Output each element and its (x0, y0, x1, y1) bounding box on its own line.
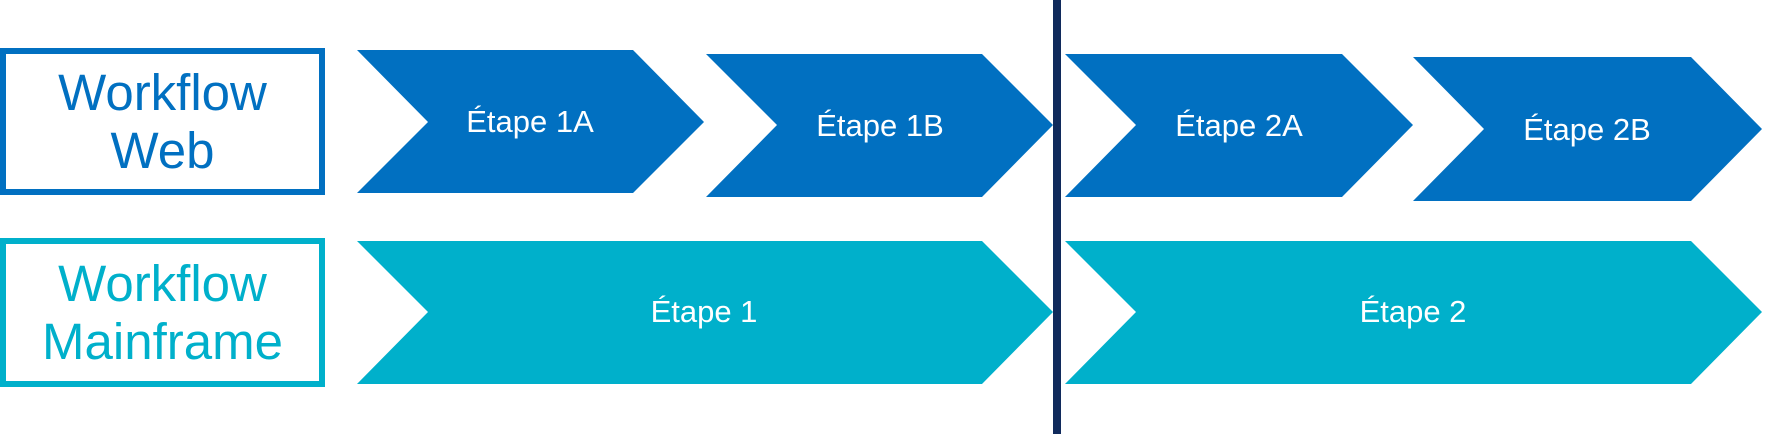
step-label-etape-1a: Étape 1A (466, 104, 594, 139)
step-label-etape-1: Étape 1 (651, 294, 758, 329)
chevron-etape-2b (1413, 57, 1762, 201)
workflow-web-label-line-2: Web (110, 121, 215, 179)
workflow-web-label: Workflow Web (0, 48, 325, 195)
chevron-etape-1a (357, 50, 704, 193)
chevron-etape-1b (706, 54, 1053, 197)
chevron-etape-2 (1065, 241, 1762, 384)
workflow-mainframe-label: Workflow Mainframe (0, 238, 325, 387)
step-label-etape-1b: Étape 1B (816, 108, 944, 143)
workflow-mainframe-label-line-1: Workflow (58, 254, 267, 312)
workflow-mainframe-label-line-2: Mainframe (42, 312, 283, 370)
step-label-etape-2: Étape 2 (1360, 294, 1467, 329)
step-label-etape-2b: Étape 2B (1523, 112, 1651, 147)
phase-divider (1053, 0, 1061, 434)
step-label-etape-2a: Étape 2A (1175, 108, 1303, 143)
chevron-etape-1 (357, 241, 1053, 384)
workflow-web-label-line-1: Workflow (58, 63, 267, 121)
chevron-etape-2a (1065, 54, 1413, 197)
